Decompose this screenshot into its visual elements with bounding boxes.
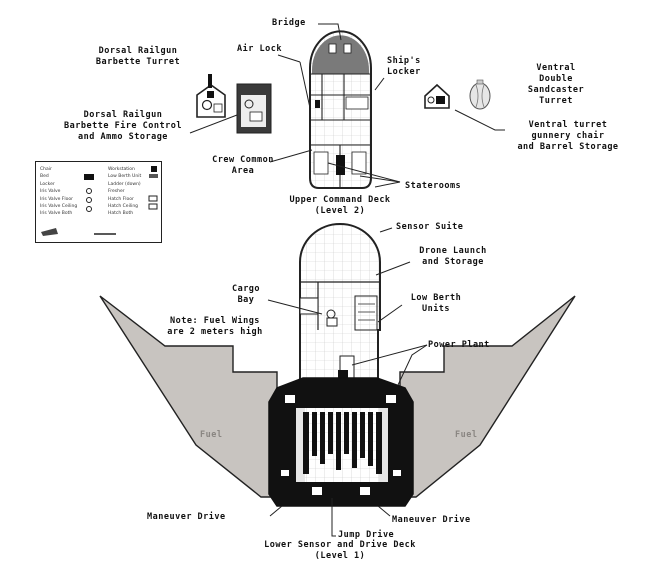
label-lower-deck: Lower Sensor and Drive Deck (Level 1) [264,540,416,561]
legend-item: Bed [40,174,49,180]
legend-right-column: Workstation Low Berth Unit Ladder (down)… [108,166,141,218]
label-fuel-note: Note: Fuel Wings are 2 meters high [167,316,263,337]
legend-left-column: Chair Bed Locker Iris Valve Iris Valve F… [40,166,77,218]
label-dorsal-fire-control: Dorsal Railgun Barbette Fire Control and A… [64,110,182,142]
label-maneuver-left: Maneuver Drive [147,512,226,522]
legend-item: Workstation [108,167,135,172]
legend-item: Chair [40,167,52,172]
label-jump-drive: Jump Drive [338,530,395,540]
legend-item: Low Berth Unit [108,174,142,180]
label-bridge: Bridge [272,18,306,28]
label-ventral-gunnery: Ventral turret gunnery chair and Barrel St… [517,120,619,152]
label-ships-locker: Ship's Locker [387,56,421,77]
label-power-plant: Power Plant [428,340,490,350]
label-upper-deck: Upper Command Deck (Level 2) [289,195,391,216]
label-crew-common: Crew Common Area [212,155,274,176]
legend-item: Iris Valve Floor [40,196,73,202]
legend-item: Locker [40,181,55,187]
label-maneuver-right: Maneuver Drive [392,515,471,525]
label-low-berth: Low Berth Units [410,293,462,314]
legend-item: Hatch Ceiling [108,204,139,210]
legend-item: Hatch Floor [108,196,134,202]
legend-item: Hatch Both [108,211,134,217]
legend-item: Ladder (down) [108,181,141,187]
label-dorsal-turret: Dorsal Railgun Barbette Turret [95,46,181,67]
label-cargo-bay: Cargo Bay [231,284,261,305]
fuel-wing-left [99,295,278,498]
legend-item: Iris Valve Ceiling [40,204,78,210]
legend-item: Iris Valve [40,189,61,195]
label-air-lock: Air Lock [237,44,282,54]
label-sensor-suite: Sensor Suite [396,222,464,232]
legend-item: Fresher [108,189,125,195]
label-fuel-left: Fuel [200,430,223,440]
label-fuel-right: Fuel [455,430,478,440]
sandcaster-turret-icon [469,82,491,110]
lower-deck-forward-hull [299,223,381,393]
fuel-wing-right [399,295,576,498]
legend-item: Iris Valve Both [40,211,73,217]
symbol-legend: Chair Bed Locker Iris Valve Iris Valve F… [35,161,162,243]
label-ventral-turret: Ventral Double Sandcaster Turret [527,63,585,106]
label-drone-launch: Drone Launch and Storage [419,246,487,267]
legend-symbols [41,166,158,236]
label-staterooms: Staterooms [405,181,462,191]
